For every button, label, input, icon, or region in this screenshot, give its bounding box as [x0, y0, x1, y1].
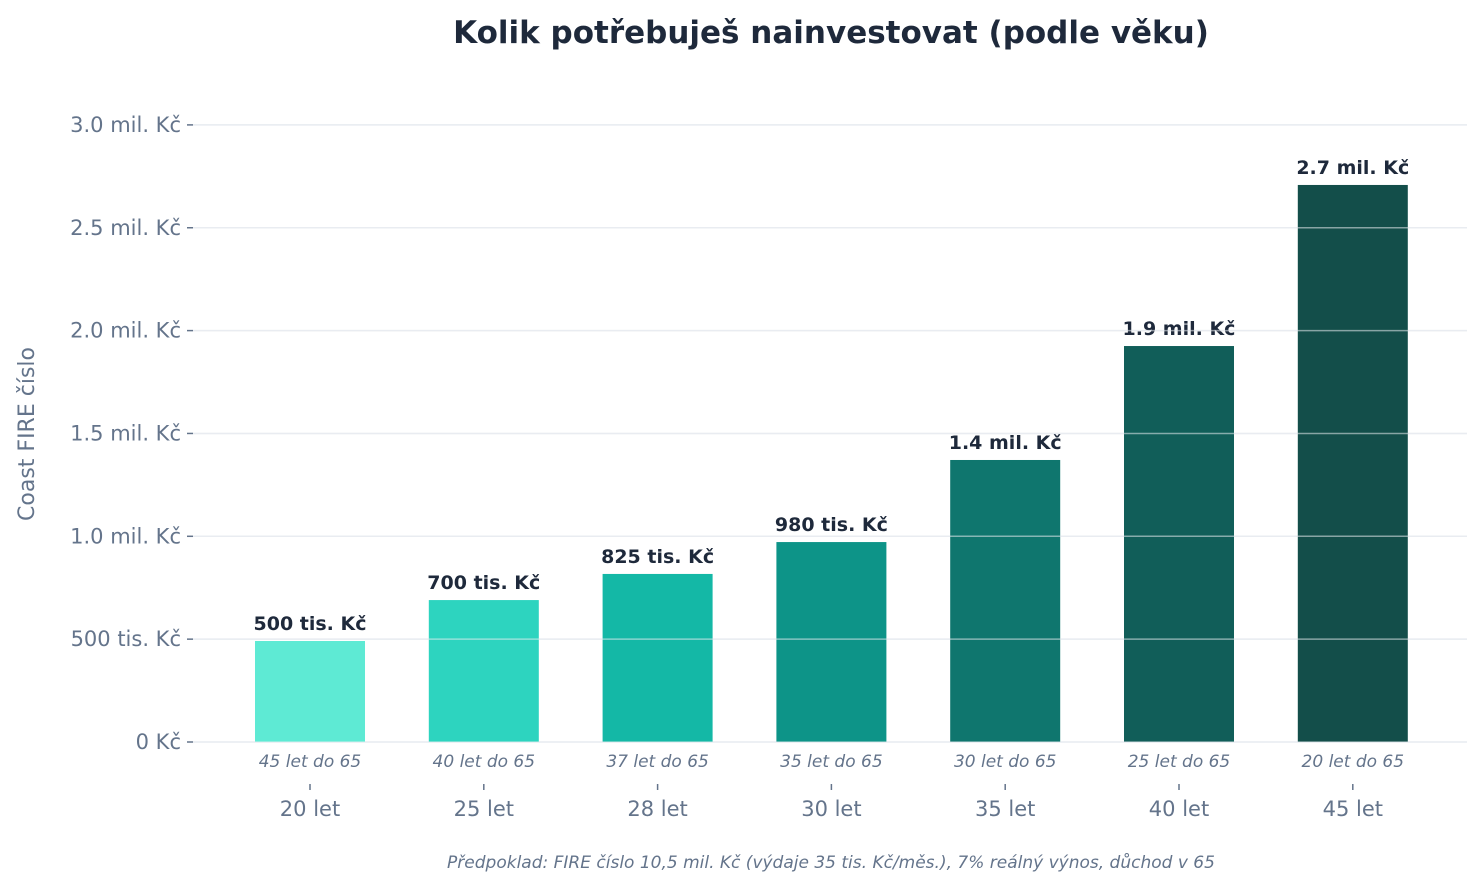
- x-tick-label: 28 let: [627, 797, 687, 821]
- bar: [255, 641, 365, 742]
- y-tick-label: 1.0 mil. Kč: [70, 524, 181, 548]
- x-tick-label: 40 let: [1149, 797, 1209, 821]
- y-tick-label: 0 Kč: [136, 730, 181, 754]
- data-label: 1.9 mil. Kč: [1123, 318, 1236, 340]
- x-sublabel: 35 let do 65: [780, 752, 883, 772]
- x-sublabel: 45 let do 65: [259, 752, 362, 772]
- bar: [602, 573, 713, 742]
- y-tick-label: 3.0 mil. Kč: [70, 113, 181, 137]
- x-sublabel: 30 let do 65: [954, 752, 1057, 772]
- x-sublabel: 37 let do 65: [606, 752, 709, 772]
- data-label: 700 tis. Kč: [427, 572, 540, 594]
- bar: [1297, 184, 1408, 742]
- x-axis: 45 let do 65 20 let 40 let do 65 25 let 37 l…: [259, 752, 1404, 821]
- data-label: 1.4 mil. Kč: [949, 432, 1062, 454]
- bar: [428, 600, 539, 742]
- data-label: 825 tis. Kč: [601, 546, 714, 568]
- x-tick-label: 35 let: [975, 797, 1035, 821]
- data-label: 2.7 mil. Kč: [1296, 157, 1409, 179]
- grid-overlay: [193, 124, 1467, 743]
- chart-title: Kolik potřebuješ nainvestovat (podle věk…: [453, 15, 1209, 51]
- x-sublabel: 40 let do 65: [433, 752, 536, 772]
- bars: 500 tis. Kč 700 tis. Kč 825 tis. Kč 980 tis…: [254, 157, 1409, 742]
- x-sublabel: 20 let do 65: [1302, 752, 1405, 772]
- x-tick-label: 20 let: [280, 797, 340, 821]
- y-tick-label: 2.5 mil. Kč: [70, 216, 181, 240]
- bar: [1124, 346, 1234, 742]
- footnote: Předpoklad: FIRE číslo 10,5 mil. Kč (výd…: [447, 852, 1215, 873]
- data-label: 500 tis. Kč: [254, 613, 367, 635]
- x-tick-label: 25 let: [454, 797, 514, 821]
- y-tick-label: 500 tis. Kč: [71, 627, 181, 651]
- y-axis-label: Coast FIRE číslo: [15, 347, 40, 521]
- x-tick-label: 45 let: [1323, 797, 1383, 821]
- y-tick-label: 1.5 mil. Kč: [70, 421, 181, 445]
- bar: [950, 459, 1061, 742]
- x-sublabel: 25 let do 65: [1128, 752, 1231, 772]
- bar: [776, 542, 887, 742]
- x-tick-label: 30 let: [801, 797, 861, 821]
- y-tick-label: 2.0 mil. Kč: [70, 319, 181, 343]
- data-label: 980 tis. Kč: [775, 514, 888, 536]
- y-axis: 0 Kč 500 tis. Kč 1.0 mil. Kč 1.5 mil. Kč 2.0…: [70, 113, 193, 754]
